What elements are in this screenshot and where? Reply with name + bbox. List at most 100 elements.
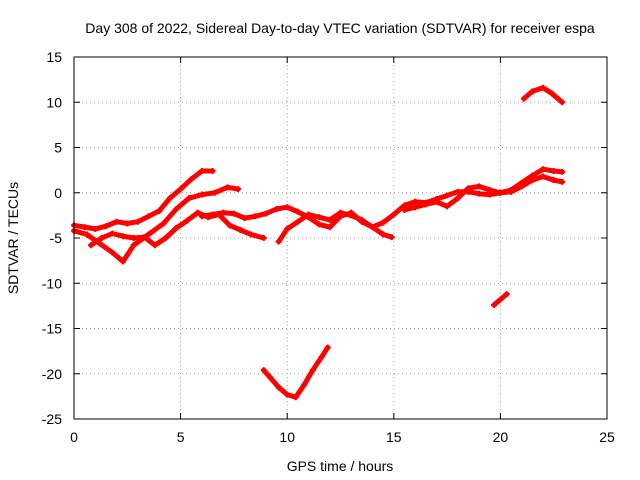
data-point <box>548 90 555 97</box>
data-point <box>520 95 527 102</box>
data-point <box>134 218 141 225</box>
data-point <box>497 296 504 303</box>
data-point <box>465 185 472 192</box>
data-point <box>109 249 116 256</box>
data-point <box>120 233 127 240</box>
y-tick-label: -15 <box>42 321 62 337</box>
x-axis-label: GPS time / hours <box>287 458 394 474</box>
chart-title: Day 308 of 2022, Sidereal Day-to-day VTE… <box>85 20 595 36</box>
data-point <box>113 218 120 225</box>
data-point <box>120 258 127 265</box>
data-point <box>145 231 152 238</box>
data-point <box>275 384 282 391</box>
data-point <box>508 188 515 195</box>
data-point <box>412 198 419 205</box>
data-point <box>130 235 137 241</box>
data-point <box>294 218 301 225</box>
data-point <box>267 374 274 381</box>
data-point <box>237 226 244 233</box>
data-point <box>529 177 536 184</box>
data-point <box>198 213 205 220</box>
data-point <box>390 211 397 218</box>
x-tick-label: 20 <box>493 429 509 445</box>
x-tick-label: 15 <box>386 429 402 445</box>
data-point <box>173 206 180 213</box>
y-tick-label: -10 <box>42 275 62 291</box>
data-point <box>284 204 291 211</box>
data-point <box>358 216 365 223</box>
series-track-a <box>71 168 216 232</box>
data-point <box>540 84 547 91</box>
series-line <box>402 174 565 213</box>
data-point <box>529 88 536 95</box>
data-point <box>92 225 99 232</box>
data-point <box>275 238 282 245</box>
data-point <box>124 220 131 227</box>
data-point <box>224 184 231 191</box>
y-axis-label: SDTVAR / TECUs <box>5 182 21 294</box>
data-marks <box>71 84 566 401</box>
data-point <box>388 234 395 241</box>
data-point <box>326 216 333 223</box>
data-point <box>503 291 510 298</box>
data-point <box>102 223 109 230</box>
data-point <box>559 99 566 106</box>
series-track-h <box>491 291 510 308</box>
data-point <box>476 183 483 190</box>
data-point <box>273 206 280 213</box>
data-point <box>209 211 216 218</box>
data-point <box>188 176 195 183</box>
data-point <box>156 207 163 214</box>
data-point <box>262 210 269 217</box>
y-tick-label: 10 <box>46 94 62 110</box>
data-point <box>226 222 233 229</box>
data-point <box>109 230 116 237</box>
data-point <box>235 186 242 193</box>
data-point <box>301 381 308 388</box>
data-point <box>83 231 90 238</box>
x-tick-label: 25 <box>599 429 615 445</box>
series-track-b <box>71 184 242 265</box>
data-point <box>412 204 419 211</box>
data-point <box>309 367 316 374</box>
data-point <box>186 195 193 202</box>
data-point <box>476 190 483 197</box>
y-tick-label: 0 <box>54 185 62 201</box>
data-point <box>559 178 566 185</box>
data-point <box>81 224 88 231</box>
data-point <box>316 214 323 221</box>
data-point <box>241 215 248 222</box>
data-point <box>422 201 429 208</box>
data-point <box>444 192 451 199</box>
axis-ticks: 0 5 10 15 20 25 -25 -20 -15 -10 -5 0 5 10 15 <box>42 49 615 445</box>
data-point <box>177 186 184 193</box>
x-tick-label: 5 <box>177 429 185 445</box>
data-point <box>252 213 259 220</box>
data-point <box>326 224 333 231</box>
x-tick-label: 10 <box>279 429 295 445</box>
data-point <box>318 354 325 361</box>
series-track-g <box>260 344 331 401</box>
data-point <box>166 195 173 202</box>
data-point <box>162 235 169 241</box>
data-point <box>141 234 148 241</box>
data-point <box>211 189 218 196</box>
y-tick-label: -20 <box>42 366 62 382</box>
data-point <box>316 221 323 228</box>
y-tick-label: -5 <box>50 230 63 246</box>
series-track-i <box>520 84 566 106</box>
data-point <box>380 231 387 238</box>
data-point <box>183 217 190 224</box>
y-tick-label: -25 <box>42 411 62 427</box>
data-point <box>260 235 267 241</box>
data-point <box>491 301 498 308</box>
data-point <box>152 242 159 249</box>
data-point <box>88 242 95 249</box>
data-point <box>294 208 301 215</box>
data-point <box>160 220 167 227</box>
data-point <box>433 198 440 205</box>
data-point <box>518 183 525 190</box>
data-point <box>220 209 227 216</box>
data-point <box>550 168 557 175</box>
